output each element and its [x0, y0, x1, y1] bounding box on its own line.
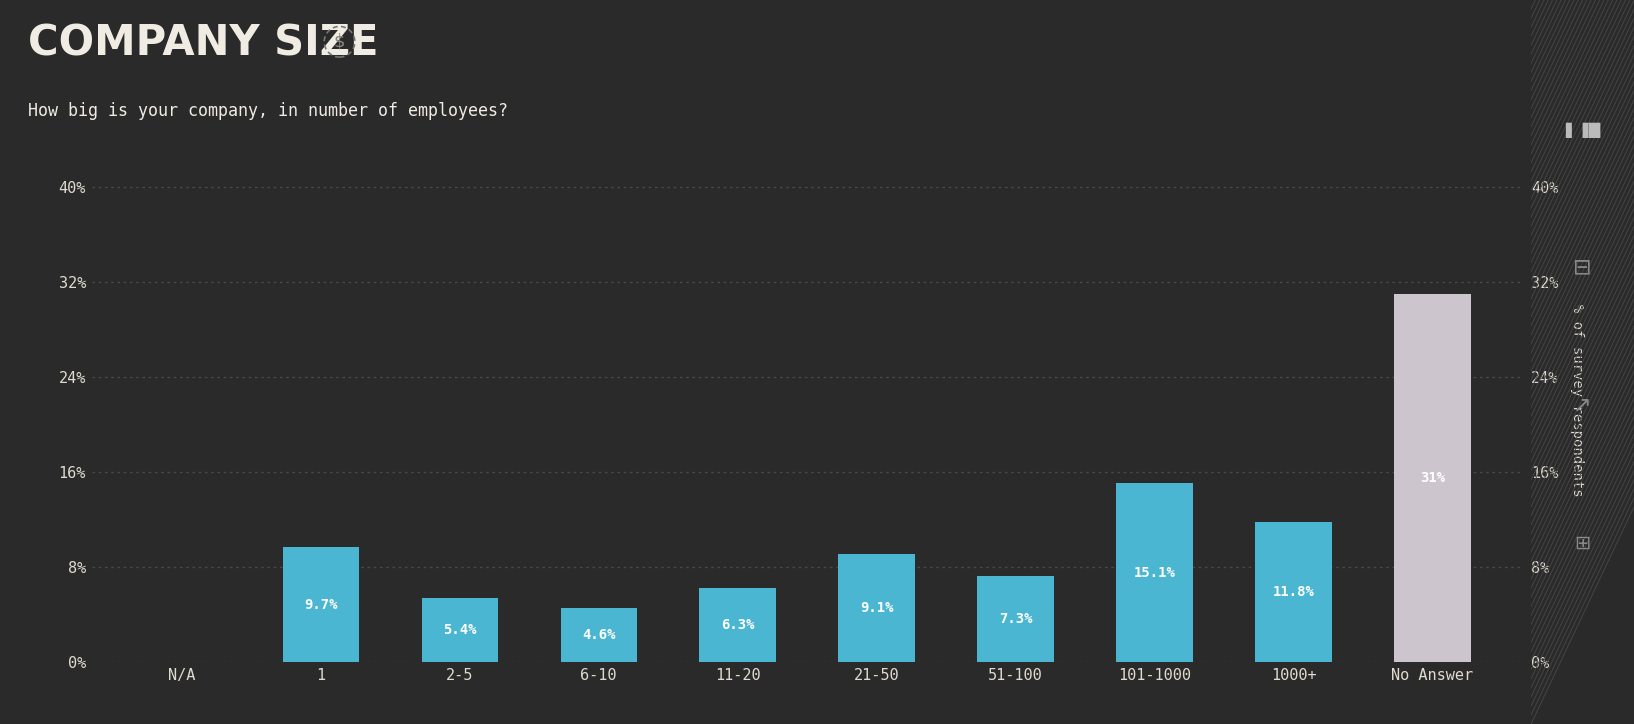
- Bar: [838, 554, 915, 662]
- Text: $: $: [333, 33, 345, 51]
- Text: 11.8%: 11.8%: [1273, 585, 1314, 599]
- Text: COMPANY SIZE: COMPANY SIZE: [28, 22, 377, 64]
- Text: ⊞: ⊞: [1574, 534, 1592, 552]
- Text: ↗: ↗: [1574, 395, 1592, 416]
- Text: 15.1%: 15.1%: [1134, 565, 1175, 580]
- Text: 5.4%: 5.4%: [443, 623, 477, 637]
- Text: How big is your company, in number of employees?: How big is your company, in number of em…: [28, 102, 508, 120]
- Text: 31%: 31%: [1420, 471, 1444, 485]
- Bar: [699, 587, 776, 662]
- Y-axis label: % of survey respondents: % of survey respondents: [1570, 304, 1583, 497]
- Bar: [977, 576, 1054, 662]
- Bar: [422, 598, 498, 662]
- Bar: [1255, 522, 1332, 662]
- Bar: [560, 607, 637, 662]
- Text: ▌▐█: ▌▐█: [1565, 122, 1600, 138]
- Text: 4.6%: 4.6%: [582, 628, 616, 642]
- Text: 9.1%: 9.1%: [859, 602, 894, 615]
- Bar: [1394, 294, 1471, 662]
- Text: ⊟: ⊟: [1574, 258, 1592, 278]
- Bar: [283, 547, 359, 662]
- Text: 7.3%: 7.3%: [998, 612, 1033, 626]
- Bar: [1116, 483, 1193, 662]
- Text: 9.7%: 9.7%: [304, 598, 338, 612]
- Text: 6.3%: 6.3%: [721, 618, 755, 632]
